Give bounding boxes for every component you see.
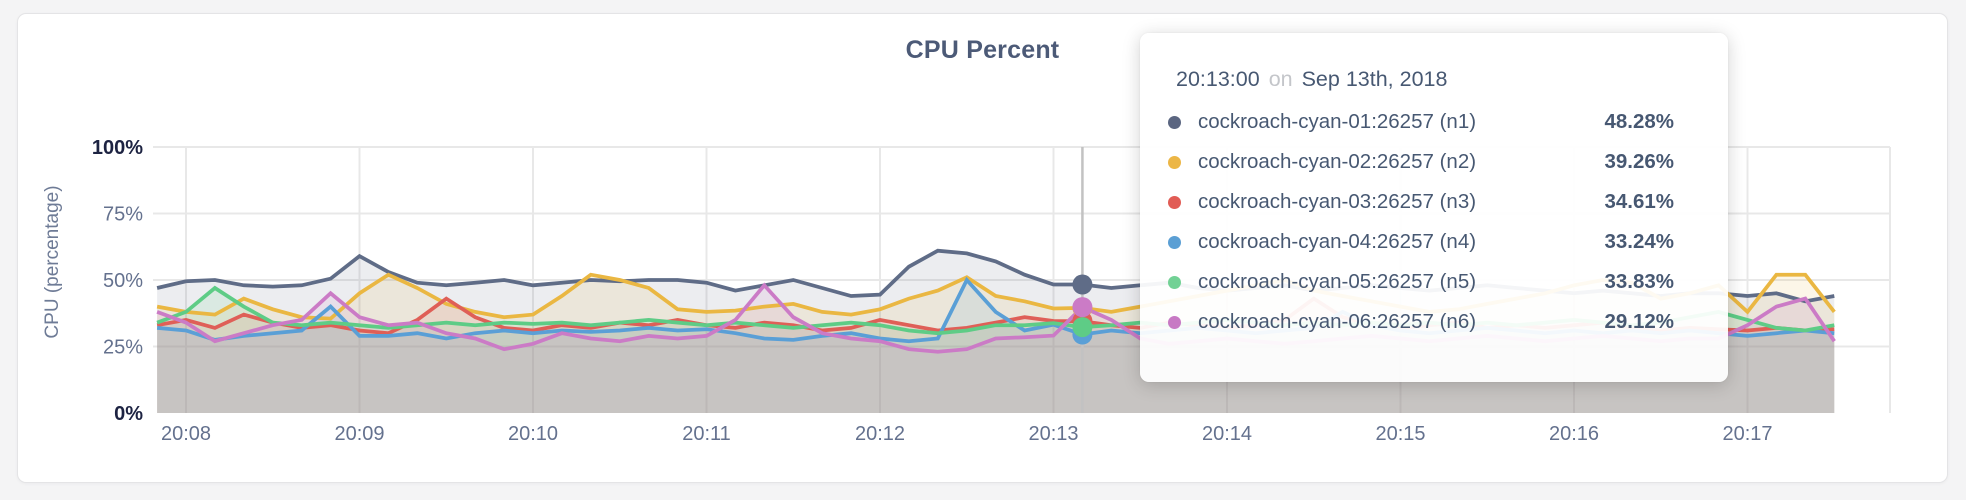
series-color-dot-icon [1168, 235, 1181, 249]
y-axis-labels: 0% 25% 50% 75% 100% [92, 137, 143, 425]
series-name: cockroach-cyan-04:26257 (n4) [1198, 230, 1477, 253]
y-tick-label: 50% [103, 270, 143, 292]
hover-dot [1072, 297, 1093, 318]
hover-dots [1072, 274, 1093, 345]
tooltip-series-row: cockroach-cyan-05:26257 (n5) 33.83% [1168, 262, 1674, 302]
series-value: 33.83% [1604, 270, 1674, 293]
x-tick-label: 20:17 [1722, 423, 1772, 445]
x-tick-label: 20:13 [1028, 423, 1078, 445]
series-color-dot-icon [1168, 275, 1181, 289]
x-tick-label: 20:10 [508, 423, 558, 445]
series-color-dot-icon [1168, 195, 1181, 209]
hover-dot [1072, 274, 1093, 295]
x-tick-label: 20:14 [1202, 423, 1252, 445]
tooltip-series-row: cockroach-cyan-03:26257 (n3) 34.61% [1168, 182, 1674, 222]
x-tick-label: 20:15 [1375, 423, 1425, 445]
tooltip-series-row: cockroach-cyan-01:26257 (n1) 48.28% [1168, 102, 1674, 142]
series-name: cockroach-cyan-01:26257 (n1) [1198, 110, 1477, 133]
tooltip-series-row: cockroach-cyan-04:26257 (n4) 33.24% [1168, 222, 1674, 262]
series-name: cockroach-cyan-05:26257 (n5) [1198, 270, 1477, 293]
x-axis-labels: 20:08 20:09 20:10 20:11 20:12 20:13 20:14 20:15… [161, 423, 1773, 445]
y-tick-label: 25% [103, 337, 143, 359]
y-tick-label: 100% [92, 137, 143, 159]
y-tick-label: 75% [103, 204, 143, 226]
hover-dot [1072, 317, 1093, 338]
x-tick-label: 20:12 [855, 423, 905, 445]
y-tick-label: 0% [114, 403, 143, 425]
x-tick-label: 20:16 [1549, 423, 1599, 445]
series-name: cockroach-cyan-06:26257 (n6) [1198, 310, 1477, 333]
tooltip-time: 20:13:00 [1176, 67, 1260, 91]
hover-tooltip: 20:13:00 on Sep 13th, 2018 cockroach-cya… [1140, 33, 1728, 382]
tooltip-date: Sep 13th, 2018 [1301, 67, 1448, 91]
tooltip-on-word: on [1268, 67, 1293, 91]
chart-title: CPU Percent [905, 36, 1060, 64]
series-name: cockroach-cyan-03:26257 (n3) [1198, 190, 1477, 213]
series-name: cockroach-cyan-02:26257 (n2) [1198, 150, 1477, 173]
series-value: 29.12% [1604, 310, 1674, 333]
tooltip-series-row: cockroach-cyan-06:26257 (n6) 29.12% [1168, 302, 1674, 342]
series-value: 34.61% [1604, 190, 1674, 213]
tooltip-series-row: cockroach-cyan-02:26257 (n2) 39.26% [1168, 142, 1674, 182]
x-tick-label: 20:08 [161, 423, 211, 445]
series-value: 39.26% [1604, 150, 1674, 173]
series-color-dot-icon [1168, 115, 1181, 129]
x-tick-label: 20:11 [682, 423, 731, 445]
series-color-dot-icon [1168, 315, 1181, 329]
series-color-dot-icon [1168, 155, 1181, 169]
tooltip-timestamp: 20:13:00 on Sep 13th, 2018 [1176, 67, 1674, 92]
series-value: 33.24% [1604, 230, 1674, 253]
x-tick-label: 20:09 [334, 423, 384, 445]
series-value: 48.28% [1604, 110, 1674, 133]
